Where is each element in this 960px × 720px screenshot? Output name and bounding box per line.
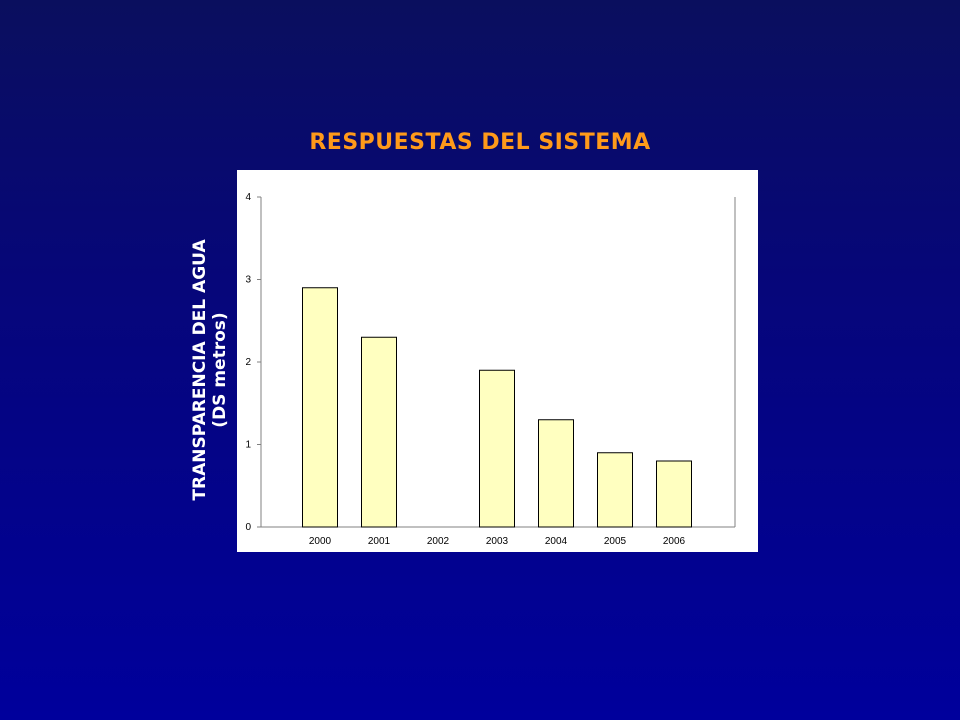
y-tick-label: 3 — [245, 275, 251, 286]
y-tick-label: 4 — [245, 192, 251, 203]
bar — [538, 419, 574, 528]
x-tick-label: 2003 — [486, 536, 509, 547]
y-tick-label: 0 — [245, 522, 251, 533]
bar — [597, 452, 633, 528]
x-tick-label: 2002 — [427, 536, 450, 547]
x-tick-label: 2005 — [604, 536, 627, 547]
bar — [361, 336, 397, 528]
y-axis-label-line2: (DS metros) — [210, 312, 230, 428]
y-tick-label: 1 — [245, 440, 251, 451]
chart-panel: 0 1 2 3 4 2000 2001 2002 2003 2004 2005 2006 — [237, 170, 758, 552]
y-axis-label-line1: TRANSPARENCIA DEL AGUA — [190, 239, 210, 501]
bar-chart: 0 1 2 3 4 2000 2001 2002 2003 2004 2005 2006 — [245, 192, 736, 547]
x-tick-label: 2006 — [663, 536, 686, 547]
x-tick-label: 2001 — [368, 536, 391, 547]
x-tick-label: 2004 — [545, 536, 568, 547]
x-tick-label: 2000 — [309, 536, 332, 547]
y-axis-label: TRANSPARENCIA DEL AGUA (DS metros) — [190, 239, 230, 500]
bar — [479, 369, 515, 528]
y-tick-label: 2 — [245, 357, 251, 368]
slide-title: RESPUESTAS DEL SISTEMA — [309, 130, 651, 155]
bar — [656, 460, 692, 528]
bar — [302, 287, 338, 528]
